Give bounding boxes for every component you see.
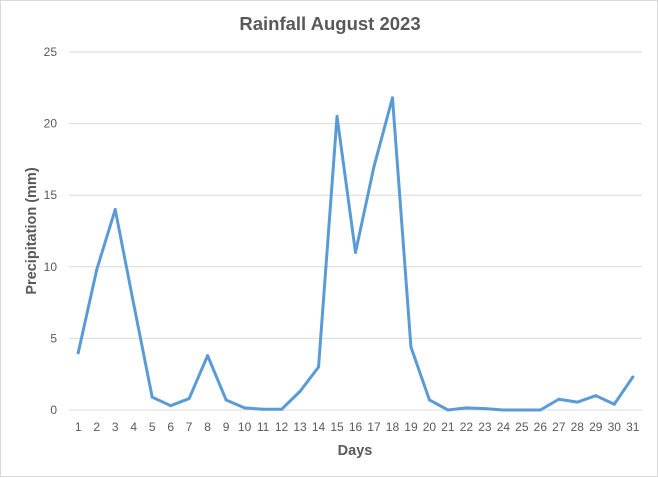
- data-point: [409, 345, 413, 349]
- y-tick-label: 0: [50, 403, 57, 417]
- data-point: [354, 250, 357, 254]
- chart-title: Rainfall August 2023: [239, 13, 420, 34]
- data-point: [261, 407, 265, 411]
- data-point: [187, 397, 191, 401]
- data-point: [575, 400, 579, 404]
- x-tick-label: 14: [312, 420, 326, 434]
- y-tick-label: 5: [50, 331, 57, 345]
- y-tick-label: 20: [44, 117, 58, 131]
- x-tick-label: 2: [93, 420, 100, 434]
- data-point: [483, 407, 487, 411]
- data-point: [76, 351, 80, 355]
- data-point: [206, 354, 210, 358]
- x-tick-label: 13: [293, 420, 307, 434]
- x-tick-label: 23: [478, 420, 492, 434]
- data-point: [113, 208, 117, 212]
- x-tick-label: 19: [404, 420, 418, 434]
- x-tick-label: 31: [626, 420, 640, 434]
- x-axis-title: Days: [338, 443, 373, 459]
- x-tick-label: 5: [149, 420, 156, 434]
- x-tick-label: 16: [349, 420, 363, 434]
- x-tick-label: 11: [257, 420, 270, 434]
- x-tick-label: 20: [423, 420, 437, 434]
- x-tick-label: 26: [534, 420, 548, 434]
- data-point: [169, 404, 173, 408]
- x-axis-ticks: 1 2 3 4 5 6 7 8 9 10 11 12 13 14 15 16 17 18 19 20 21 22 23 24 2…: [75, 420, 640, 434]
- x-tick-label: 17: [367, 420, 381, 434]
- series-lines: [76, 96, 635, 412]
- gridlines: [69, 51, 642, 411]
- x-tick-label: 4: [130, 420, 137, 434]
- data-point: [446, 408, 450, 412]
- data-point: [95, 268, 99, 272]
- x-tick-label: 1: [75, 420, 82, 434]
- x-tick-label: 27: [552, 420, 566, 434]
- data-point: [427, 398, 431, 402]
- x-tick-label: 3: [112, 420, 119, 434]
- y-tick-label: 10: [44, 260, 58, 274]
- x-tick-label: 6: [167, 420, 174, 434]
- y-tick-label: 15: [44, 188, 58, 202]
- x-tick-label: 9: [223, 420, 230, 434]
- y-tick-label: 25: [44, 45, 58, 59]
- data-point: [243, 406, 247, 410]
- x-tick-label: 8: [204, 420, 211, 434]
- x-tick-label: 10: [238, 420, 252, 434]
- data-point: [335, 114, 339, 118]
- data-point: [557, 397, 561, 401]
- data-point: [317, 365, 321, 369]
- data-point: [631, 375, 635, 379]
- data-point: [520, 408, 524, 412]
- x-tick-label: 30: [608, 420, 622, 434]
- y-axis-title: Precipitation (mm): [24, 167, 40, 294]
- data-point: [612, 402, 616, 406]
- x-tick-label: 25: [515, 420, 529, 434]
- x-tick-label: 18: [386, 420, 400, 434]
- x-tick-label: 7: [186, 420, 193, 434]
- data-point: [224, 398, 228, 402]
- x-tick-label: 24: [497, 420, 511, 434]
- data-point: [390, 96, 394, 100]
- x-tick-label: 29: [589, 420, 603, 434]
- x-tick-label: 21: [441, 420, 455, 434]
- data-point: [501, 408, 505, 412]
- x-tick-label: 22: [460, 420, 474, 434]
- data-point: [372, 165, 376, 169]
- data-point: [594, 394, 598, 398]
- x-tick-label: 12: [275, 420, 289, 434]
- data-point: [280, 407, 284, 411]
- x-tick-label: 15: [330, 420, 344, 434]
- x-tick-label: 28: [571, 420, 585, 434]
- y-axis-ticks: 0 5 10 15 20 25: [44, 45, 58, 417]
- data-point: [464, 406, 468, 410]
- data-point: [538, 408, 542, 412]
- data-point: [132, 302, 136, 306]
- data-point: [150, 395, 154, 399]
- data-point: [298, 389, 302, 393]
